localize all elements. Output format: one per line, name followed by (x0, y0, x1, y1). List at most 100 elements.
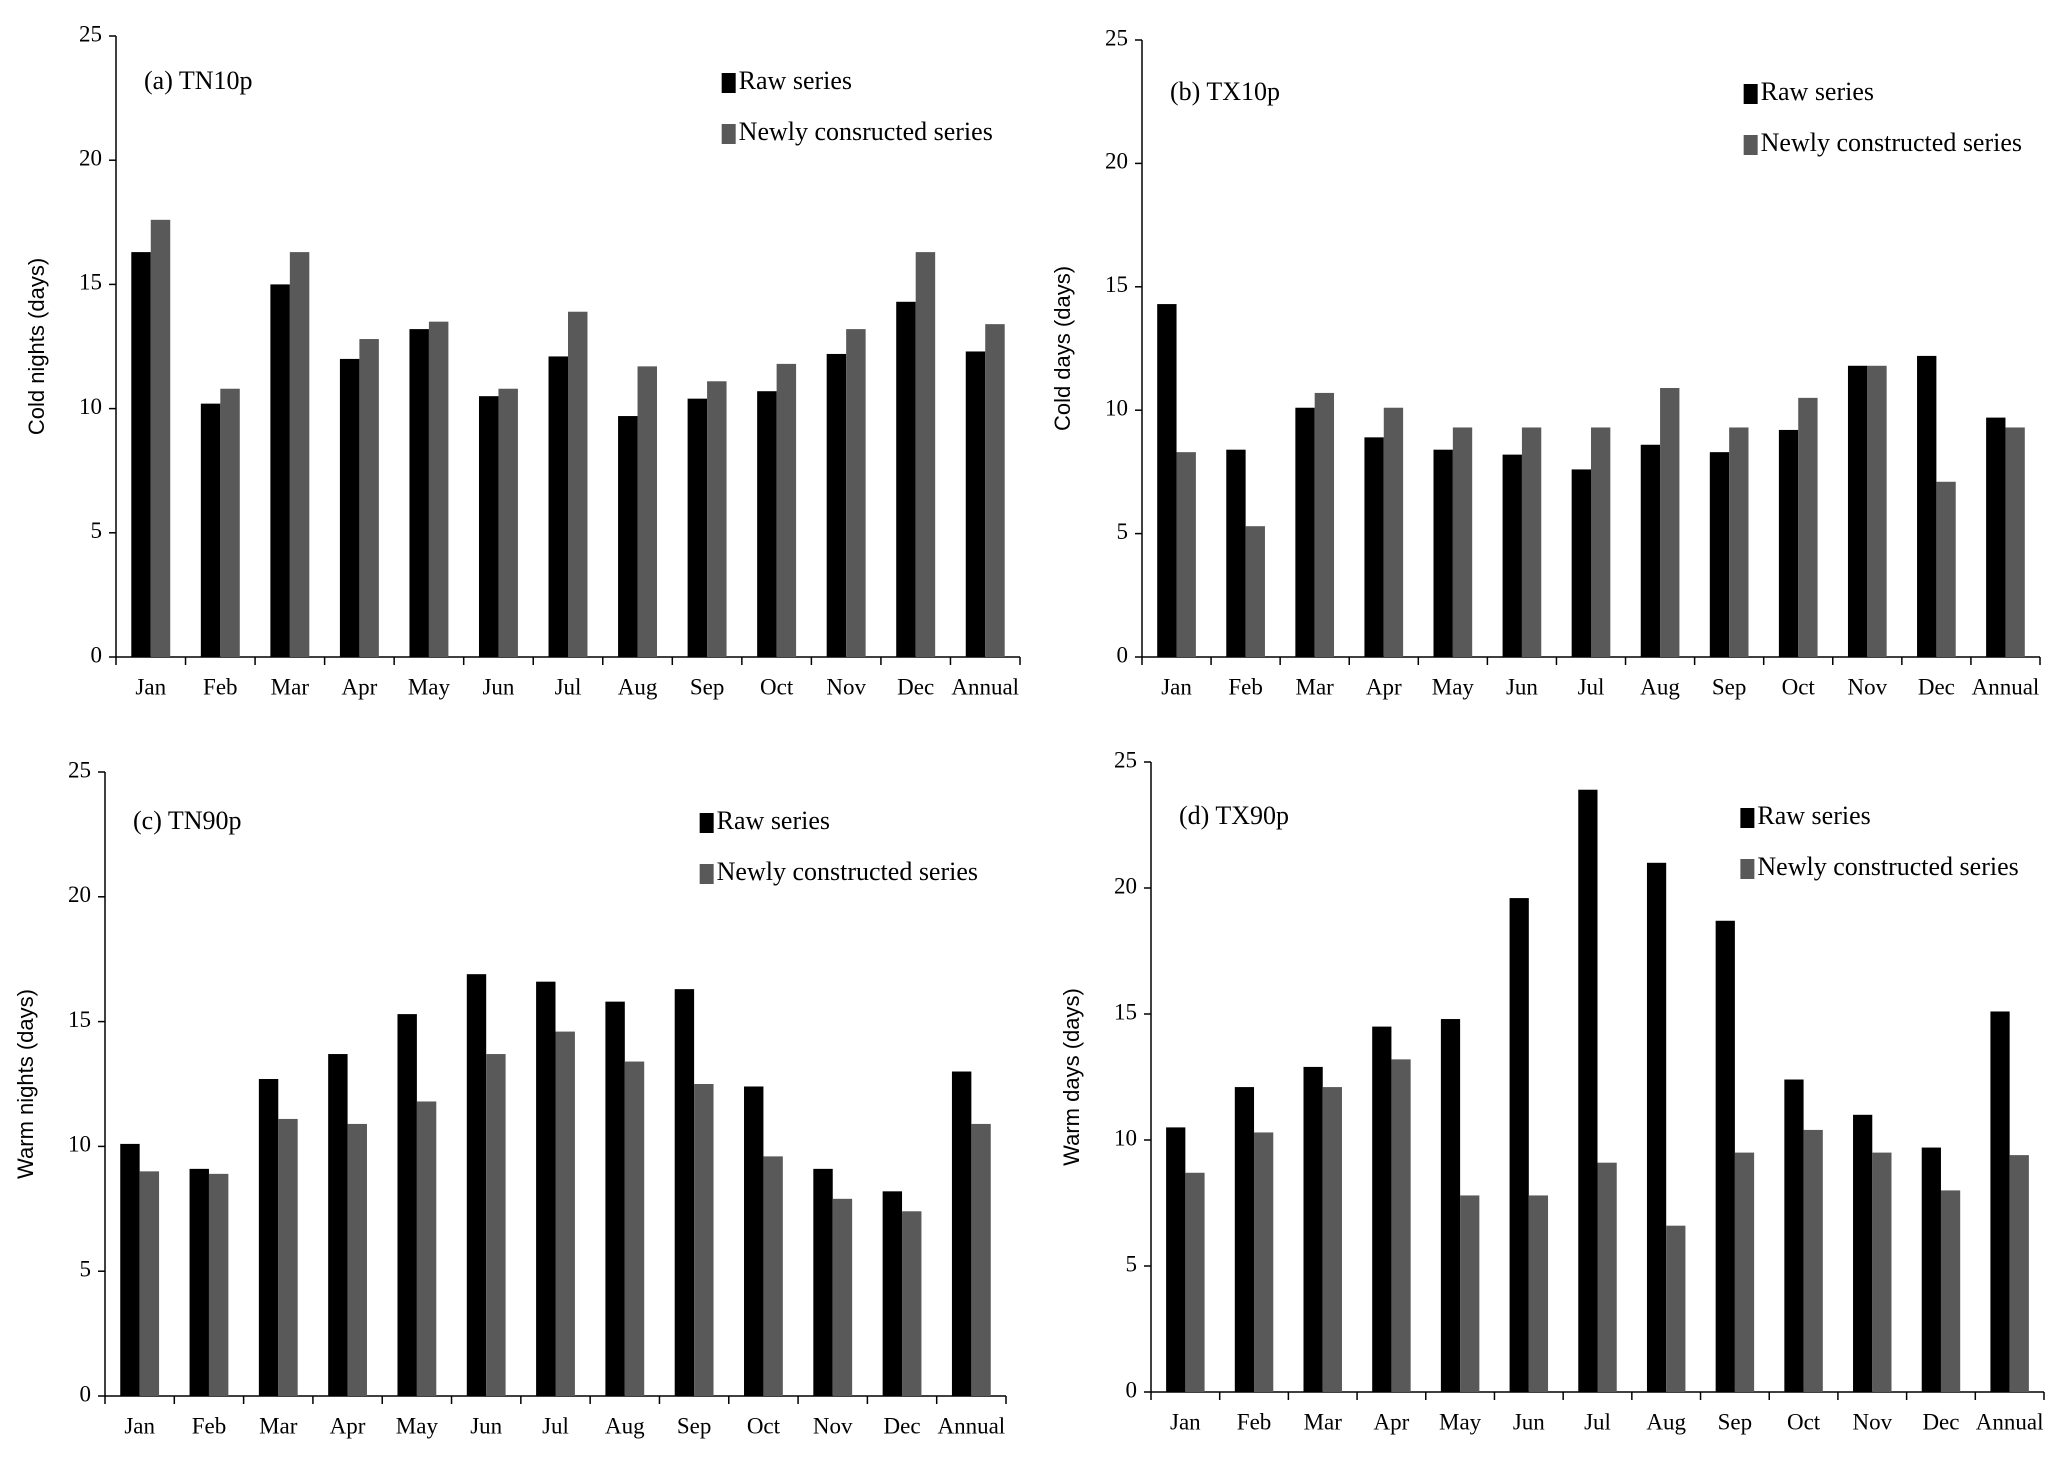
bar (896, 301, 916, 657)
bar (189, 1168, 209, 1396)
bar (1571, 469, 1591, 657)
x-tick-label: Aug (618, 674, 658, 699)
legend-swatch (699, 864, 714, 884)
bar (915, 252, 936, 657)
y-tick-label: 20 (1114, 873, 1137, 898)
bar (568, 311, 588, 657)
y-tick-label: 20 (1105, 149, 1128, 174)
legend-swatch (1743, 135, 1758, 155)
bar (1509, 898, 1529, 1392)
y-tick-label: 25 (1105, 25, 1128, 50)
bar (2005, 427, 2025, 657)
bar (1986, 417, 2006, 657)
x-tick-label: Feb (203, 674, 238, 699)
y-tick-label: 15 (68, 1007, 91, 1032)
x-tick-label: Jan (1170, 1409, 1201, 1434)
bar (278, 1118, 298, 1396)
y-tick-label: 10 (79, 394, 102, 419)
bar (1303, 1066, 1323, 1392)
x-tick-label: Nov (813, 1413, 853, 1438)
bar (1157, 304, 1177, 657)
bar (757, 391, 777, 657)
y-tick-label: 15 (79, 270, 102, 295)
x-tick-label: Aug (1646, 1409, 1686, 1434)
x-tick-label: Nov (1847, 674, 1887, 699)
bar (2009, 1155, 2029, 1392)
legend-swatch (1740, 859, 1755, 879)
y-tick-label: 0 (1126, 1377, 1138, 1402)
bar (1591, 427, 1611, 657)
bar (1452, 427, 1473, 657)
x-tick-label: May (396, 1413, 439, 1438)
bar (328, 1054, 348, 1396)
bar (1254, 1132, 1274, 1392)
bar (1166, 1127, 1186, 1392)
x-tick-label: Dec (1922, 1409, 1959, 1434)
x-tick-label: Jan (124, 1413, 155, 1438)
x-tick-label: Jul (542, 1413, 569, 1438)
bar (707, 381, 727, 657)
bar (1778, 429, 1799, 657)
legend-swatch (699, 813, 714, 833)
x-tick-label: Sep (690, 674, 725, 699)
bar (1640, 444, 1661, 657)
y-tick-label: 0 (80, 1381, 92, 1406)
bar (289, 252, 310, 657)
bar (776, 363, 797, 657)
x-tick-label: Oct (1787, 1409, 1821, 1434)
bar (1226, 449, 1246, 657)
bar (359, 339, 379, 657)
x-tick-label: Nov (1852, 1409, 1892, 1434)
legend-entry: Raw series (1761, 77, 1874, 106)
bar (1729, 427, 1749, 657)
bar (1921, 1147, 1941, 1392)
y-tick-label: 5 (1117, 519, 1129, 544)
bar (131, 252, 151, 657)
x-tick-label: Apr (1374, 1409, 1410, 1434)
x-tick-label: Nov (826, 674, 866, 699)
bar (687, 398, 708, 657)
x-tick-label: Apr (330, 1413, 366, 1438)
x-tick-label: Jun (470, 1413, 502, 1438)
bar (1597, 1162, 1617, 1392)
legend-entry: Newly constructed series (717, 857, 978, 886)
x-tick-label: May (1439, 1409, 1482, 1434)
legend-entry: Raw series (717, 806, 830, 835)
x-tick-label: Mar (1296, 674, 1335, 699)
y-tick-label: 0 (91, 642, 103, 667)
bar (1502, 454, 1522, 657)
y-tick-label: 20 (79, 145, 102, 170)
bar (1383, 407, 1404, 657)
bar (1245, 526, 1265, 657)
bar (624, 1061, 645, 1396)
bar (220, 388, 240, 657)
legend-entry: Newly constructed series (1757, 852, 2018, 881)
legend-swatch (721, 124, 736, 144)
x-tick-label: Sep (677, 1413, 712, 1438)
y-tick-label: 10 (1114, 1125, 1137, 1150)
panel-label: (d) TX90p (1179, 801, 1289, 830)
x-tick-label: Oct (747, 1413, 781, 1438)
x-tick-label: Jun (482, 674, 514, 699)
bar (1322, 1087, 1342, 1392)
x-tick-label: Mar (259, 1413, 298, 1438)
y-tick-label: 0 (1117, 642, 1129, 667)
legend-entry: Raw series (739, 66, 852, 95)
panel-label: (b) TX10p (1170, 77, 1280, 106)
bar (208, 1173, 229, 1396)
bar (498, 388, 518, 657)
bar (1234, 1087, 1255, 1392)
legend-swatch (1740, 808, 1755, 828)
bar (1872, 1152, 1892, 1392)
y-tick-label: 20 (68, 882, 91, 907)
y-tick-label: 15 (1114, 999, 1137, 1024)
x-tick-label: Oct (760, 674, 794, 699)
y-axis-label: Cold nights (days) (24, 258, 49, 435)
x-tick-label: Mar (1304, 1409, 1343, 1434)
bar (1709, 452, 1730, 657)
bar (1936, 481, 1956, 657)
bar (1660, 387, 1680, 657)
x-tick-label: Jul (1584, 1409, 1611, 1434)
bar (846, 329, 866, 657)
